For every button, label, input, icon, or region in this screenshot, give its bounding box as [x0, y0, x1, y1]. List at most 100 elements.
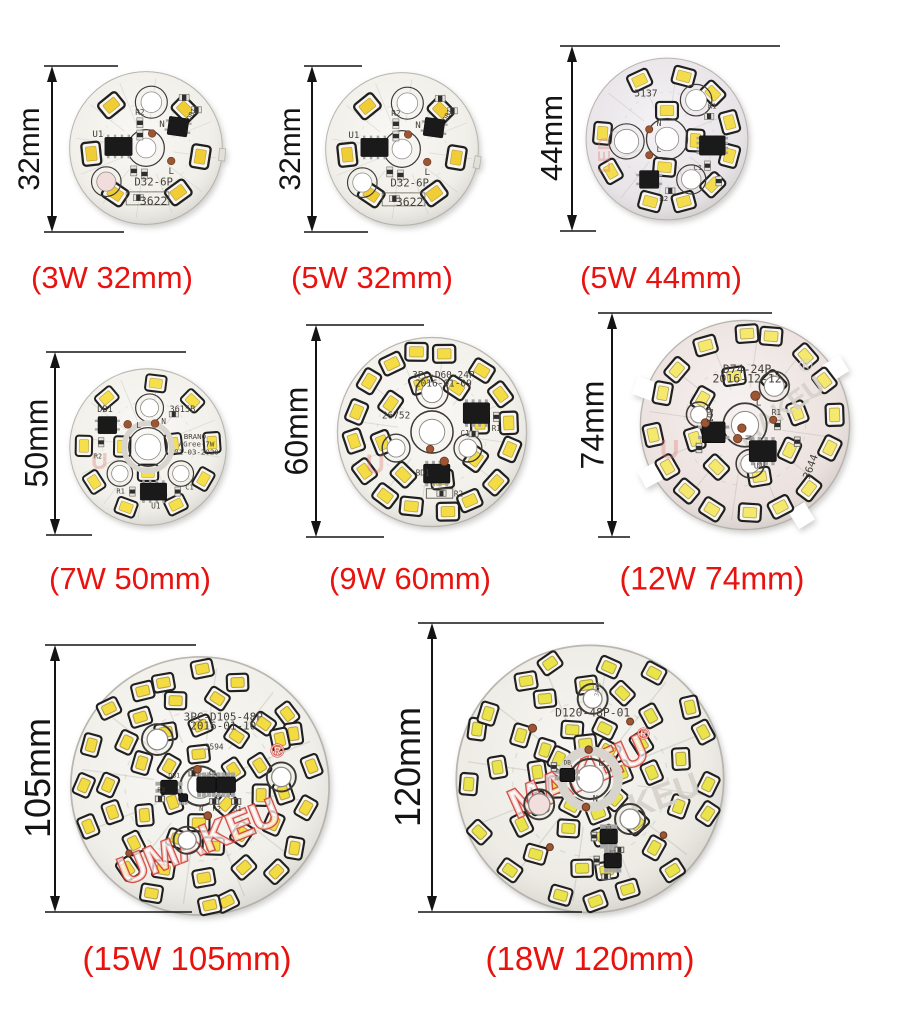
led	[536, 650, 564, 677]
mounting-hole	[352, 172, 373, 193]
solder-point	[733, 433, 743, 444]
passive-component	[209, 798, 220, 805]
led	[197, 894, 223, 917]
passive-component	[397, 169, 404, 181]
chip-bridge	[155, 779, 183, 795]
led	[150, 671, 176, 694]
led	[654, 453, 681, 481]
solder-point	[700, 418, 710, 428]
caption-12w-74mm: (12W 74mm)	[619, 560, 805, 597]
components	[636, 113, 729, 195]
mounting-hole	[614, 128, 640, 154]
mounting-hole	[763, 375, 785, 397]
led	[229, 820, 255, 848]
led	[692, 333, 719, 358]
hole-ring	[346, 167, 378, 198]
dim-label-18w-120mm: 120mm	[387, 706, 428, 828]
solder-point	[645, 151, 654, 160]
led	[431, 343, 457, 364]
caption-18w-120mm: (18W 120mm)	[485, 940, 695, 977]
silkscreen-text: D32-6P	[134, 175, 173, 188]
hole-ring	[140, 723, 174, 756]
hole-ring	[608, 123, 645, 160]
solder-point	[581, 802, 591, 812]
led	[570, 858, 594, 879]
passive-component	[434, 95, 446, 102]
caption-7w-50mm: (7W 50mm)	[49, 561, 211, 596]
led	[187, 813, 211, 833]
silkscreen-text: N	[159, 119, 165, 130]
pcb-svg-5w-44mm: LED 5137 R1 C1 R2 N L	[585, 57, 749, 221]
led	[283, 835, 306, 861]
mounting-holes	[106, 393, 195, 487]
led	[156, 752, 182, 780]
chip-ic8	[360, 135, 389, 160]
passive-component	[141, 168, 148, 180]
arrowhead-down	[307, 216, 317, 232]
hole-ring	[576, 682, 609, 715]
chip-ic8	[462, 399, 490, 427]
led	[641, 421, 665, 449]
chip-ic8	[748, 437, 777, 466]
silkscreen-text: BD1	[705, 409, 714, 423]
passive-component	[133, 194, 144, 201]
silkscreen-text: R2	[391, 109, 400, 118]
led	[670, 189, 697, 214]
solder-point	[147, 129, 157, 138]
components	[94, 411, 181, 503]
chip-ic8	[139, 480, 167, 503]
led	[251, 783, 271, 807]
silkscreen-text: C1	[461, 429, 471, 438]
silkscreen-text: D120-48P-01	[555, 706, 630, 720]
silkscreen-text: C1	[185, 483, 193, 492]
solder-point	[584, 745, 593, 754]
chip-bridge	[420, 117, 448, 139]
arrowhead-up	[427, 623, 437, 639]
watermark-text: ®	[638, 725, 650, 743]
silkscreen-text: N	[161, 417, 166, 426]
led	[609, 679, 636, 707]
arrowhead-down	[607, 521, 617, 537]
led	[71, 772, 96, 799]
silkscreen-text: R3	[157, 786, 165, 794]
led	[202, 431, 222, 455]
hole-ring	[415, 375, 449, 410]
led	[130, 750, 154, 776]
center-hole-ring	[410, 410, 454, 454]
components	[104, 94, 202, 201]
led	[694, 800, 721, 828]
led	[250, 710, 278, 737]
caption-9w-60mm: (9W 60mm)	[329, 561, 491, 596]
hole-ring	[265, 761, 297, 793]
center-pad-ring	[121, 420, 175, 474]
led	[444, 144, 468, 172]
mounting-hole	[111, 464, 129, 483]
led	[663, 355, 691, 384]
led-array	[71, 657, 324, 917]
led	[582, 889, 609, 914]
silkscreen-text: 5137	[634, 89, 657, 100]
mounting-hole	[421, 381, 443, 404]
led	[795, 474, 823, 503]
watermark-text: U	[366, 449, 385, 479]
arrowhead-up	[607, 313, 617, 329]
led	[592, 120, 613, 146]
silkscreen-box	[425, 488, 454, 499]
watermark: LED	[594, 137, 614, 173]
mounting-hole	[140, 91, 163, 113]
silkscreen-text: R2	[659, 194, 668, 203]
passive-component	[590, 831, 598, 842]
led	[678, 694, 702, 720]
led	[670, 64, 697, 89]
dim-label-9w-60mm: 60mm	[278, 386, 315, 476]
led	[698, 496, 726, 523]
led	[160, 789, 185, 816]
led	[497, 435, 523, 464]
caption-5w-44mm: (5W 44mm)	[580, 260, 742, 295]
solder-point	[193, 764, 202, 774]
hole-ring	[172, 825, 202, 855]
dim-label-3w-32mm: 32mm	[13, 107, 46, 191]
led	[355, 367, 383, 396]
